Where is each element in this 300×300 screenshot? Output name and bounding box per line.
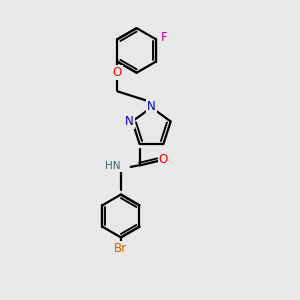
Text: F: F — [161, 31, 168, 44]
Text: N: N — [147, 100, 156, 112]
Text: O: O — [113, 66, 122, 80]
Text: O: O — [159, 153, 168, 166]
Text: Br: Br — [114, 242, 128, 255]
Text: HN: HN — [105, 161, 121, 171]
Text: N: N — [125, 115, 134, 128]
